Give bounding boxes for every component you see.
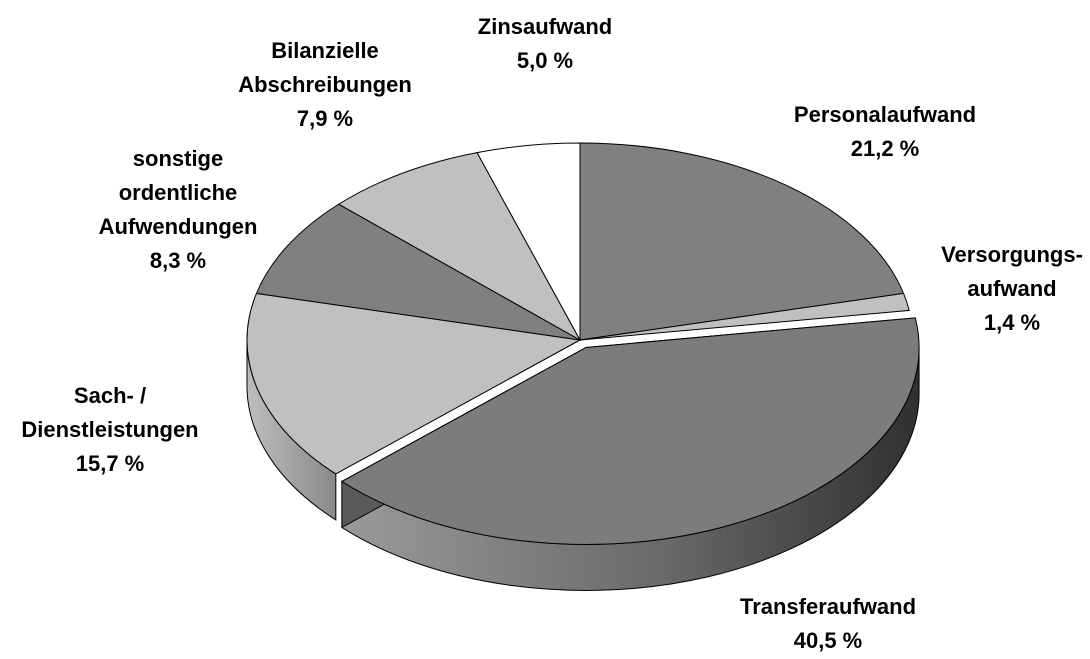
slice — [337, 152, 582, 342]
slice — [340, 317, 920, 545]
slice-value-label: 1,4 % — [984, 310, 1040, 335]
slice-label: Versorgungs-aufwand — [941, 242, 1083, 301]
slice-value-label: 21,2 % — [851, 136, 920, 161]
slice-value-label: 8,3 % — [150, 248, 206, 273]
slice-label: Zinsaufwand — [478, 14, 612, 39]
slice-value-label: 40,5 % — [794, 628, 863, 653]
slice — [255, 203, 581, 341]
slice — [579, 142, 905, 341]
pie-tops — [246, 142, 920, 545]
slice-label: Transferaufwand — [740, 594, 916, 619]
slice-label: Bilanzielle Abschreibungen — [238, 38, 412, 97]
slice-label: sonstige ordentliche Aufwendungen — [99, 146, 258, 239]
slice-value-label: 15,7 % — [76, 451, 145, 476]
labels: Personalaufwand 21,2 % Versorgungs-aufwand… — [21, 14, 1083, 653]
slice-label: Personalaufwand — [794, 102, 976, 127]
slice — [246, 292, 582, 475]
slice-value-label: 7,9 % — [297, 106, 353, 131]
slice-label: Sach- / Dienstleistungen — [21, 383, 198, 442]
slice — [579, 292, 910, 341]
slice — [476, 142, 581, 341]
slice-value-label: 5,0 % — [517, 48, 573, 73]
